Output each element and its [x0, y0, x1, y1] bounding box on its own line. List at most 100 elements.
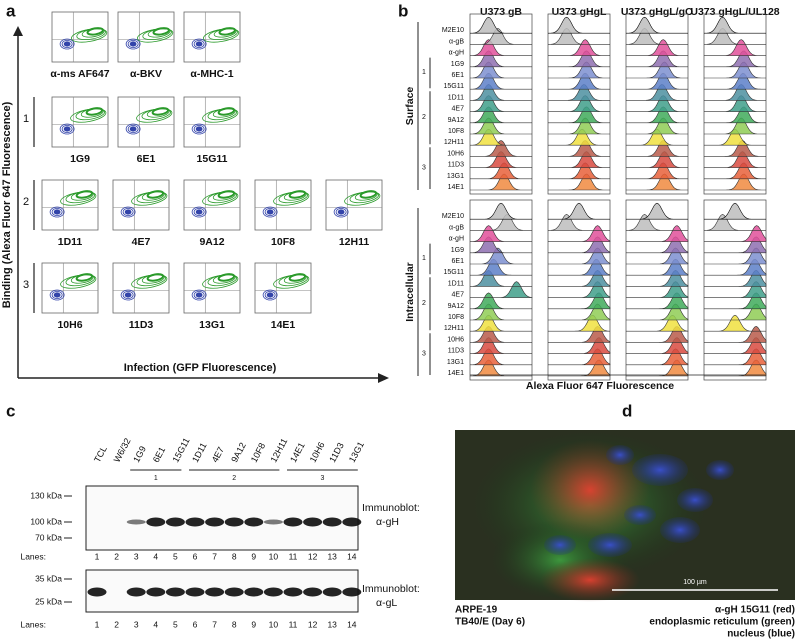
lane-label: TCL [92, 444, 109, 464]
contour [262, 206, 278, 218]
group-number: 3 [422, 350, 426, 357]
row-label: 15G11 [444, 83, 465, 90]
band [263, 587, 283, 597]
contour [53, 292, 61, 298]
group-number: 3 [320, 475, 324, 482]
lanes-label: Lanes: [20, 551, 46, 561]
histogram [470, 214, 532, 231]
gh-signal [540, 558, 640, 602]
row-label: 14E1 [448, 370, 464, 377]
contour [61, 125, 73, 134]
row-label: M2E10 [442, 213, 464, 220]
histogram [470, 225, 532, 242]
row-label: α-gB [449, 38, 464, 45]
histogram [704, 39, 766, 56]
contour [266, 292, 274, 298]
histogram [626, 106, 688, 124]
row-label: 13G1 [447, 359, 464, 366]
nucleus [606, 445, 634, 465]
axis-title: Infection (GFP Fluorescence) [124, 362, 277, 374]
lane-label: 1G9 [131, 444, 148, 464]
lane-number: 9 [251, 619, 256, 629]
histogram [704, 140, 766, 157]
antibody-label: 9A12 [199, 236, 224, 248]
caption: TB40/E (Day 6) [455, 617, 525, 628]
histogram [626, 202, 688, 220]
antibody-label: 11D3 [129, 319, 154, 331]
histogram [548, 225, 611, 242]
panel-label: a [6, 1, 16, 20]
lane-label: W6/32 [112, 436, 133, 464]
histogram [470, 16, 532, 34]
group-number: 3 [422, 164, 426, 171]
band [205, 587, 225, 597]
histogram [626, 173, 688, 191]
contour [191, 38, 207, 50]
histogram-frame [469, 199, 533, 381]
group-number: 1 [154, 475, 158, 482]
band [205, 517, 225, 527]
lane-label: 14E1 [288, 441, 307, 464]
histogram-frame [547, 199, 611, 381]
marker-label: 70 kDa [35, 532, 62, 542]
lane-number: 8 [232, 619, 237, 629]
contour [288, 190, 307, 199]
row-label: 10F8 [448, 128, 464, 135]
contour [217, 190, 236, 199]
lane-number: 14 [347, 551, 357, 561]
lane-number: 3 [134, 619, 139, 629]
histogram [704, 84, 766, 101]
row-label: 15G11 [444, 269, 465, 276]
histogram [626, 225, 689, 242]
group-number: 3 [23, 279, 29, 291]
histogram [548, 39, 610, 56]
band [322, 587, 342, 597]
contour [191, 123, 207, 135]
histogram [548, 162, 610, 180]
band [224, 587, 244, 597]
antibody-label: 10F8 [271, 236, 295, 248]
lane-number: 10 [269, 619, 279, 629]
contour [218, 27, 236, 36]
lane-number: 3 [134, 551, 139, 561]
histogram [626, 39, 688, 56]
band [126, 519, 146, 525]
histogram-frame [703, 13, 767, 195]
contour [359, 190, 378, 199]
histogram [626, 61, 688, 79]
row-label: 12H11 [444, 325, 464, 332]
histogram [548, 151, 610, 168]
histogram [704, 225, 767, 242]
band [126, 587, 146, 597]
histogram [626, 140, 688, 157]
lane-label: 9A12 [229, 441, 248, 464]
histogram [548, 202, 610, 220]
blot [85, 485, 359, 551]
band [146, 587, 166, 597]
contour [63, 126, 71, 132]
histogram [470, 258, 532, 276]
marker-label: 35 kDa [35, 573, 62, 583]
contour [63, 41, 71, 47]
contour [195, 126, 203, 132]
histogram [470, 140, 532, 157]
group-number: 1 [23, 113, 29, 125]
contour [146, 190, 165, 199]
row-label: 14E1 [448, 184, 464, 191]
histogram [704, 72, 766, 90]
contour [49, 206, 65, 218]
lane-number: 2 [114, 619, 119, 629]
lane-number: 2 [114, 551, 119, 561]
histogram [704, 16, 766, 34]
band [146, 517, 166, 527]
antibody-label: α-ms AF647 [50, 68, 109, 80]
axis-title: Binding (Alexa Fluor 647 Fluorescence) [1, 101, 13, 308]
histogram [704, 61, 766, 79]
contour [122, 207, 134, 216]
row-label: 10H6 [447, 336, 464, 343]
blot-caption: α-gL [376, 597, 397, 609]
histogram [626, 214, 688, 231]
row-label: 13G1 [447, 173, 464, 180]
arrow [378, 373, 389, 383]
